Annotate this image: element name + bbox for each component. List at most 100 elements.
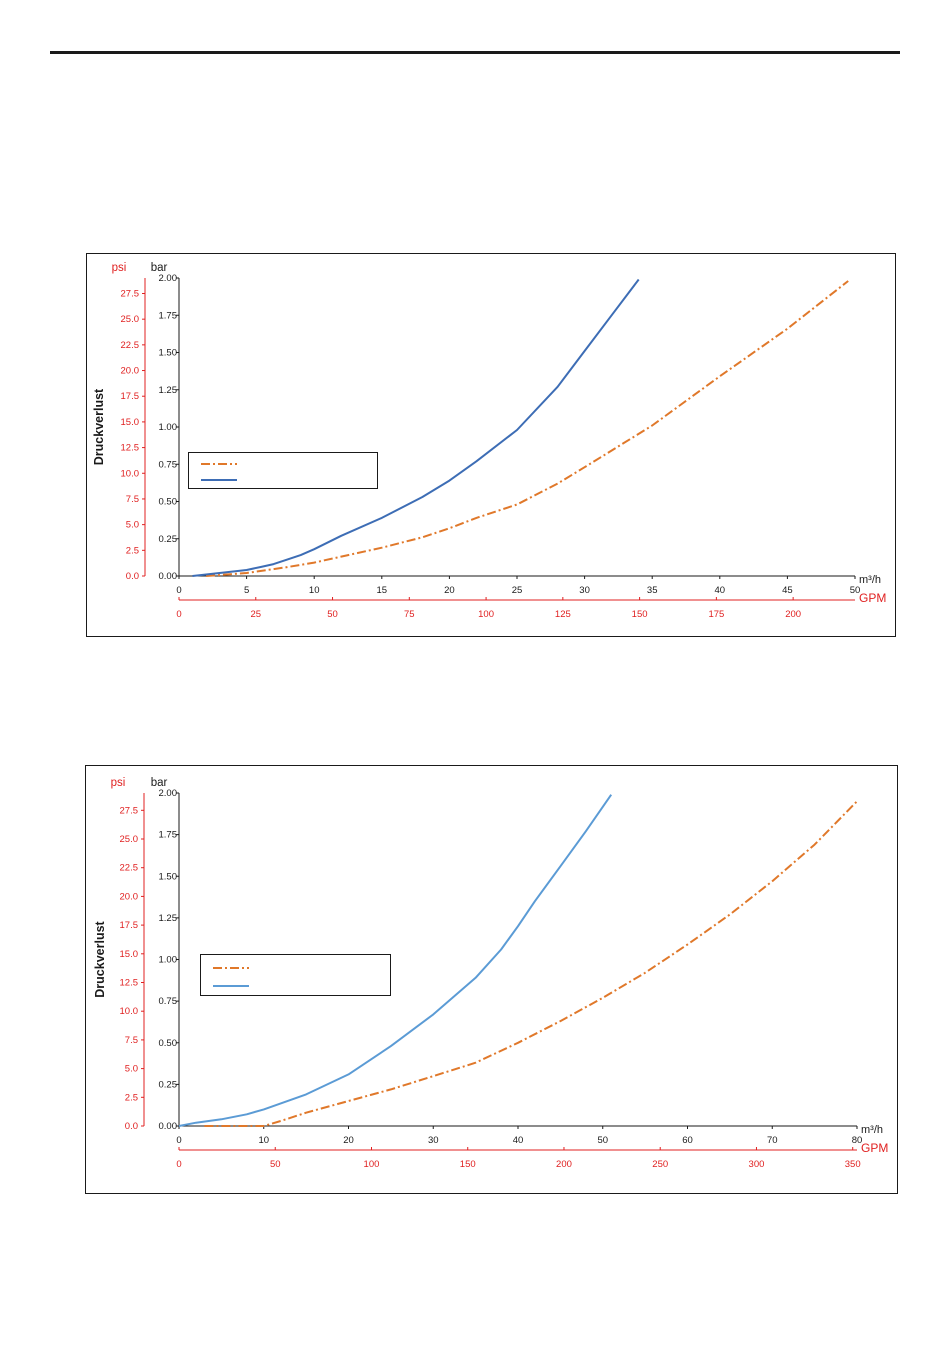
psi-tick-label: 15.0 <box>121 417 140 428</box>
bar-tick-label: 1.75 <box>159 310 178 321</box>
psi-tick-label: 0.0 <box>126 571 139 582</box>
psi-tick-label: 17.5 <box>120 920 139 931</box>
bar-tick-label: 0.25 <box>159 1079 178 1090</box>
x-tick-label: 0 <box>176 585 181 596</box>
gpm-tick-label: 175 <box>708 609 724 620</box>
legend-entry-dash <box>213 963 383 973</box>
legend-swatch-dash <box>201 463 237 465</box>
bar-tick-label: 0.00 <box>159 571 178 582</box>
legend-entry-solid <box>201 475 371 485</box>
bar-unit-label: bar <box>151 262 168 274</box>
x-tick-label: 50 <box>850 585 861 596</box>
gpm-tick-label: 50 <box>327 609 338 620</box>
psi-tick-label: 15.0 <box>120 949 139 960</box>
x-tick-label: 20 <box>343 1135 354 1146</box>
series-line-solid <box>178 794 613 1127</box>
bar-tick-label: 1.25 <box>159 913 178 924</box>
bar-tick-label: 1.50 <box>159 348 178 359</box>
x-tick-label: 40 <box>513 1135 524 1146</box>
bar-tick-label: 1.00 <box>159 955 178 966</box>
x-tick-label: 5 <box>244 585 249 596</box>
x-tick-label: 0 <box>176 1135 181 1146</box>
psi-unit-label: psi <box>112 262 127 274</box>
x-tick-label: 30 <box>579 585 590 596</box>
x-tick-label: 10 <box>309 585 320 596</box>
chart-2: 0.00 0.25 0.50 0.75 1.00 1.25 1.50 1.75 2.00 bar 0… <box>85 765 898 1194</box>
x-tick-label: 35 <box>647 585 658 596</box>
psi-tick-label: 0.0 <box>125 1121 138 1132</box>
gpm-tick-label: 75 <box>404 609 415 620</box>
psi-tick-label: 20.0 <box>120 891 139 902</box>
bar-tick-label: 1.00 <box>159 422 178 433</box>
legend-swatch-solid <box>201 479 237 481</box>
gpm-tick-label: 200 <box>556 1159 572 1170</box>
psi-tick-label: 2.5 <box>125 1092 138 1103</box>
y-axis-title: Druckverlust <box>92 388 106 465</box>
psi-tick-label: 10.0 <box>120 1006 139 1017</box>
psi-tick-label: 10.0 <box>121 468 140 479</box>
bar-tick-label: 0.75 <box>159 996 178 1007</box>
x-unit-label: m³/h <box>859 574 881 586</box>
x-tick-label: 80 <box>852 1135 863 1146</box>
bar-tick-label: 1.50 <box>159 871 178 882</box>
psi-tick-label: 22.5 <box>121 340 140 351</box>
chart-2-legend <box>200 954 391 996</box>
series-line-solid <box>192 278 640 577</box>
bar-tick-label: 0.00 <box>159 1121 178 1132</box>
x-tick-label: 45 <box>782 585 793 596</box>
gpm-tick-label: 125 <box>555 609 571 620</box>
bar-tick-label: 0.25 <box>159 534 178 545</box>
x-unit-label: m³/h <box>861 1124 883 1136</box>
psi-tick-label: 17.5 <box>121 391 140 402</box>
x-tick-label: 60 <box>682 1135 693 1146</box>
chart-1-plot: 0.000.250.500.751.001.251.501.752.00bar0… <box>92 262 886 620</box>
gpm-tick-label: 150 <box>632 609 648 620</box>
gpm-tick-label: 200 <box>785 609 801 620</box>
chart-1-legend <box>188 452 378 489</box>
top-rule <box>50 51 900 54</box>
gpm-tick-label: 300 <box>749 1159 765 1170</box>
psi-tick-label: 5.0 <box>125 1064 138 1075</box>
psi-tick-label: 25.0 <box>121 314 140 325</box>
psi-tick-label: 27.5 <box>120 805 139 816</box>
gpm-tick-label: 100 <box>364 1159 380 1170</box>
psi-tick-label: 7.5 <box>126 494 139 505</box>
gpm-unit-label: GPM <box>859 591 886 605</box>
series-line-dash <box>204 800 858 1127</box>
psi-tick-label: 25.0 <box>120 834 139 845</box>
gpm-tick-label: 50 <box>270 1159 281 1170</box>
bar-tick-label: 2.00 <box>159 788 178 799</box>
bar-unit-label: bar <box>151 777 168 789</box>
chart-1: 0.00 0.25 0.50 0.75 1.00 1.25 1.50 1.75 2.00 bar 0… <box>86 253 896 637</box>
gpm-tick-label: 100 <box>478 609 494 620</box>
x-tick-label: 10 <box>258 1135 269 1146</box>
psi-tick-label: 12.5 <box>121 443 140 454</box>
x-tick-label: 30 <box>428 1135 439 1146</box>
x-tick-label: 50 <box>597 1135 608 1146</box>
bar-tick-label: 1.75 <box>159 830 178 841</box>
psi-tick-label: 2.5 <box>126 545 139 556</box>
gpm-tick-label: 150 <box>460 1159 476 1170</box>
gpm-unit-label: GPM <box>861 1141 888 1155</box>
x-tick-label: 20 <box>444 585 455 596</box>
psi-unit-label: psi <box>111 777 126 789</box>
psi-tick-label: 27.5 <box>121 288 140 299</box>
bar-tick-label: 2.00 <box>159 273 178 284</box>
psi-tick-label: 20.0 <box>121 366 140 377</box>
gpm-tick-label: 0 <box>176 1159 181 1170</box>
gpm-tick-label: 350 <box>845 1159 861 1170</box>
series-line-dash <box>205 280 849 577</box>
x-tick-label: 40 <box>715 585 726 596</box>
gpm-tick-label: 25 <box>250 609 261 620</box>
x-tick-label: 25 <box>512 585 523 596</box>
gpm-tick-label: 250 <box>652 1159 668 1170</box>
bar-tick-label: 0.50 <box>159 1038 178 1049</box>
psi-tick-label: 22.5 <box>120 863 139 874</box>
bar-tick-label: 0.50 <box>159 497 178 508</box>
y-axis-title: Druckverlust <box>93 920 107 997</box>
legend-entry-dash <box>201 459 371 469</box>
psi-tick-label: 5.0 <box>126 520 139 531</box>
chart-2-plot: 0.000.250.500.751.001.251.501.752.00bar0… <box>93 777 888 1170</box>
legend-swatch-solid <box>213 985 249 987</box>
psi-tick-label: 12.5 <box>120 978 139 989</box>
